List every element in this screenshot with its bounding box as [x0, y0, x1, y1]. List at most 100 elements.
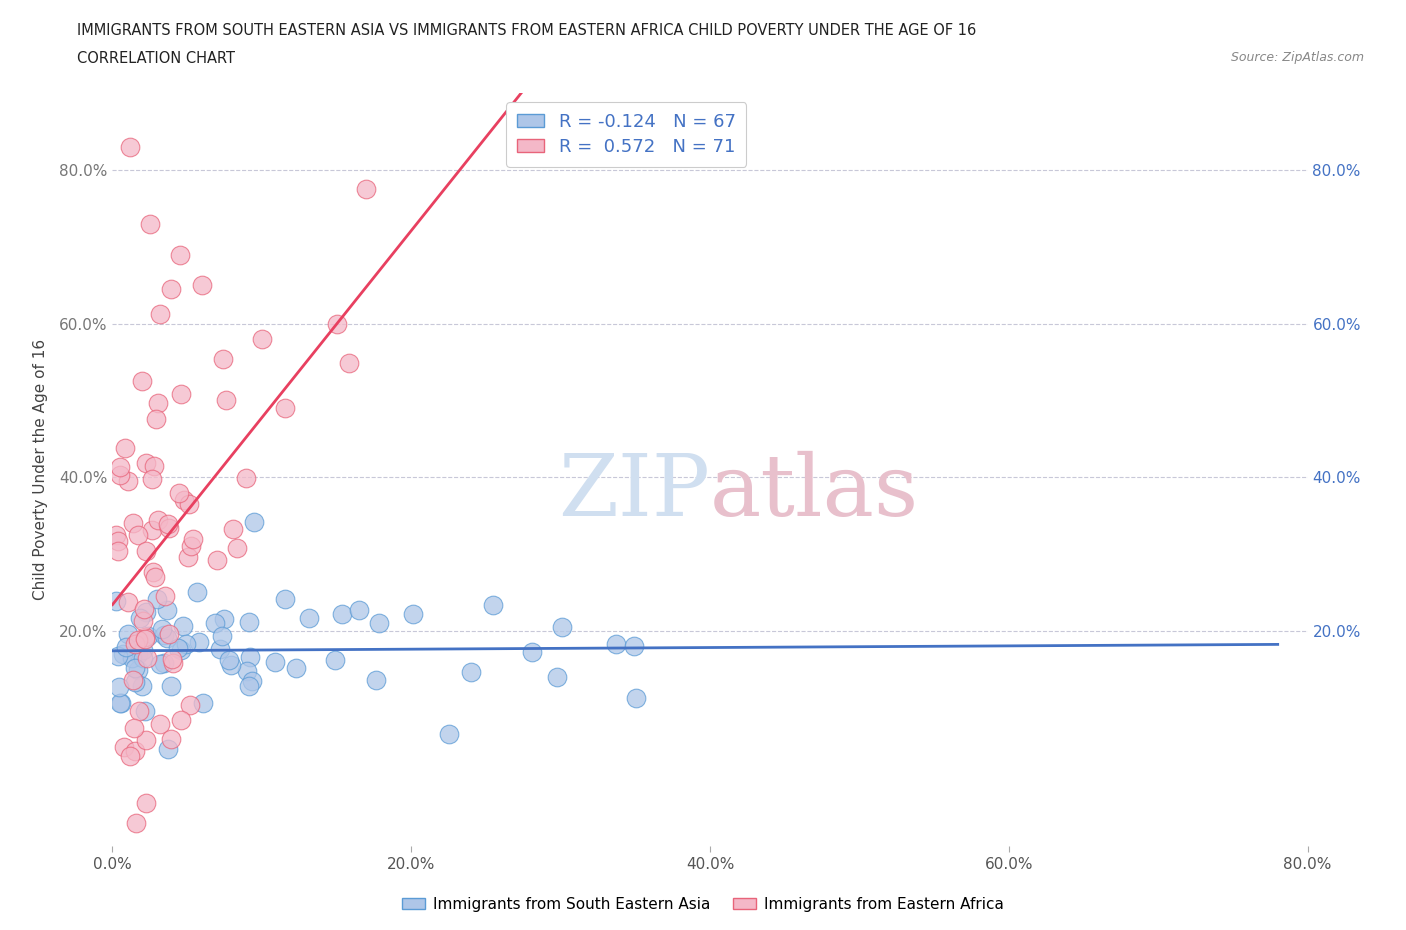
Point — [124, 661, 146, 676]
Point — [128, 704, 150, 719]
Point — [134, 602, 156, 617]
Text: IMMIGRANTS FROM SOUTH EASTERN ASIA VS IMMIGRANTS FROM EASTERN AFRICA CHILD POVER: IMMIGRANTS FROM SOUTH EASTERN ASIA VS IM… — [77, 23, 977, 38]
Point — [120, 140, 142, 154]
Point — [218, 652, 240, 667]
Point — [437, 727, 460, 742]
Point — [174, 637, 197, 652]
Point — [122, 721, 145, 736]
Point — [364, 672, 387, 687]
Point — [325, 652, 347, 667]
Point — [156, 516, 179, 531]
Point — [127, 632, 149, 647]
Point — [209, 641, 232, 656]
Point — [160, 731, 183, 746]
Point — [337, 355, 360, 370]
Text: ZIP: ZIP — [558, 451, 710, 534]
Point — [179, 539, 201, 554]
Point — [108, 680, 131, 695]
Point — [605, 636, 627, 651]
Point — [112, 740, 135, 755]
Point — [219, 658, 242, 672]
Point — [129, 611, 152, 626]
Point — [274, 401, 297, 416]
Point — [110, 696, 132, 711]
Point — [243, 514, 266, 529]
Point — [122, 672, 145, 687]
Point — [160, 652, 183, 667]
Point — [127, 527, 149, 542]
Point — [181, 532, 204, 547]
Point — [167, 641, 190, 656]
Point — [108, 459, 131, 474]
Point — [105, 528, 128, 543]
Point — [205, 552, 228, 567]
Point — [146, 591, 169, 606]
Point — [124, 674, 146, 689]
Point — [135, 604, 157, 619]
Point — [167, 485, 190, 500]
Point — [624, 690, 647, 705]
Point — [153, 656, 176, 671]
Point — [349, 603, 371, 618]
Point — [551, 619, 574, 634]
Point — [546, 670, 568, 684]
Point — [107, 533, 129, 548]
Point — [285, 660, 308, 675]
Point — [368, 616, 391, 631]
Point — [141, 523, 163, 538]
Point — [117, 627, 139, 642]
Point — [330, 606, 353, 621]
Point — [125, 816, 148, 830]
Legend: R = -0.124   N = 67, R =  0.572   N = 71: R = -0.124 N = 67, R = 0.572 N = 71 — [506, 102, 747, 166]
Text: CORRELATION CHART: CORRELATION CHART — [77, 51, 235, 66]
Point — [148, 716, 170, 731]
Point — [153, 627, 176, 642]
Y-axis label: Child Poverty Under the Age of 16: Child Poverty Under the Age of 16 — [32, 339, 48, 600]
Point — [191, 278, 214, 293]
Point — [136, 628, 159, 643]
Point — [135, 733, 157, 748]
Point — [623, 639, 645, 654]
Point — [177, 550, 200, 565]
Point — [121, 515, 143, 530]
Point — [139, 217, 162, 232]
Point — [150, 621, 173, 636]
Point — [239, 650, 262, 665]
Point — [107, 648, 129, 663]
Point — [156, 603, 179, 618]
Point — [135, 456, 157, 471]
Point — [214, 392, 236, 407]
Point — [402, 606, 425, 621]
Point — [135, 543, 157, 558]
Point — [117, 594, 139, 609]
Point — [132, 650, 155, 665]
Point — [325, 316, 347, 331]
Point — [212, 612, 235, 627]
Point — [124, 636, 146, 651]
Point — [226, 541, 249, 556]
Point — [170, 386, 193, 401]
Point — [170, 712, 193, 727]
Point — [118, 749, 141, 764]
Point — [157, 627, 180, 642]
Point — [204, 616, 226, 631]
Point — [134, 631, 156, 646]
Point — [212, 352, 235, 366]
Point — [169, 643, 191, 658]
Point — [460, 664, 482, 679]
Point — [142, 565, 165, 579]
Point — [107, 544, 129, 559]
Point — [520, 644, 543, 659]
Point — [250, 331, 273, 346]
Point — [114, 440, 136, 455]
Text: Source: ZipAtlas.com: Source: ZipAtlas.com — [1230, 51, 1364, 64]
Point — [108, 696, 131, 711]
Point — [211, 629, 233, 644]
Point — [131, 374, 153, 389]
Point — [132, 642, 155, 657]
Text: atlas: atlas — [710, 451, 920, 534]
Point — [143, 458, 166, 473]
Point — [157, 521, 180, 536]
Point — [146, 513, 169, 528]
Point — [132, 614, 155, 629]
